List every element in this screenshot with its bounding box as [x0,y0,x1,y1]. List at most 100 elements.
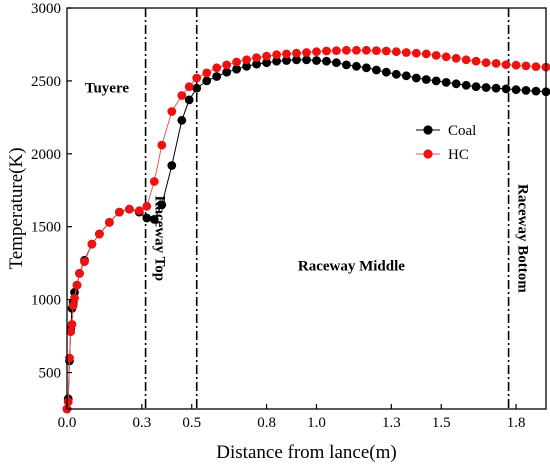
data-point [142,201,152,211]
data-point [95,229,104,239]
data-point [177,115,187,125]
y-tick-label: 500 [39,366,62,382]
data-point [252,59,261,69]
data-point [68,301,78,310]
data-point [312,47,321,57]
data-point [202,68,212,78]
region-label-1: Raceway Top [152,196,168,281]
data-point [192,83,202,93]
data-point [262,51,271,61]
x-tick-label: 0.3 [132,415,151,431]
data-point [184,95,194,105]
plot-frame [66,7,547,410]
data-point [105,218,114,227]
data-point [66,327,76,337]
data-point [362,63,371,73]
data-point [322,56,331,66]
data-point [521,86,531,95]
data-point [272,56,281,66]
y-tick-label: 2000 [31,147,61,163]
data-point [342,60,351,70]
data-point [401,71,411,81]
data-point [352,45,361,55]
data-point [177,91,187,100]
data-point [242,55,252,65]
data-point [332,58,341,68]
data-point [70,293,79,303]
x-tick-label: 1.0 [307,415,326,431]
data-point [511,85,521,95]
data-point [421,75,431,84]
data-point [381,46,391,56]
series-line-coal [66,59,547,410]
y-tick-label: 1000 [31,293,61,309]
data-point [431,76,441,86]
data-point [461,55,471,65]
data-point [134,206,144,216]
data-point [481,83,491,92]
series-coal [62,55,550,414]
data-point [451,79,461,89]
data-point [242,61,252,71]
data-point [491,59,501,68]
y-tick-label: 1500 [31,220,61,236]
legend-entry-coal: Coal [416,123,476,139]
data-point [157,200,167,210]
data-point [222,60,232,70]
x-tick-label: 1.8 [507,415,526,431]
x-tick-label: 0.0 [58,415,77,431]
data-point [192,73,202,83]
legend-label: HC [448,147,469,163]
data-point [63,397,73,407]
y-axis-title: Temperature(K) [6,147,27,269]
data-point [222,67,232,77]
data-point [149,215,159,224]
x-tick-label: 0.5 [182,415,201,431]
data-point [292,48,301,58]
data-point [212,72,222,81]
y-tick-label: 3000 [31,1,61,17]
x-axis-title: Distance from lance(m) [216,442,396,463]
data-point [262,58,271,68]
data-point [441,52,451,62]
data-point [521,61,531,71]
data-point [401,48,411,57]
data-point [272,50,281,60]
region-label-3: Raceway Bottom [515,184,531,293]
data-point [72,280,82,290]
data-point [471,56,481,66]
data-point [391,69,401,79]
data-point [381,67,391,77]
region-dividers [144,8,510,409]
data-point [282,56,291,65]
data-point [372,46,381,55]
data-point [115,207,124,217]
data-point [149,177,159,186]
legend-label: Coal [448,123,476,139]
data-point [411,73,421,83]
data-point [167,107,177,116]
data-point [75,269,84,278]
data-point [491,83,501,93]
data-point [302,48,311,57]
legend-marker [423,149,433,159]
data-point [421,49,431,59]
series-line-hc [66,49,547,410]
data-point [481,58,491,68]
y-tick-label: 2500 [31,74,61,90]
data-point [142,213,152,223]
data-point [531,86,541,96]
data-point [471,82,481,92]
data-point [431,51,441,60]
data-point [411,48,421,58]
data-point [124,204,134,214]
data-point [157,140,167,150]
data-point [342,45,351,55]
x-tick-label: 0.8 [257,415,276,431]
data-point [232,57,242,67]
region-labels: Tuyere Raceway Top Raceway Middle Raceway B… [85,81,531,294]
data-point [252,53,261,62]
data-point [87,239,97,249]
data-point [212,63,222,73]
x-tick-label: 1.3 [382,415,401,431]
